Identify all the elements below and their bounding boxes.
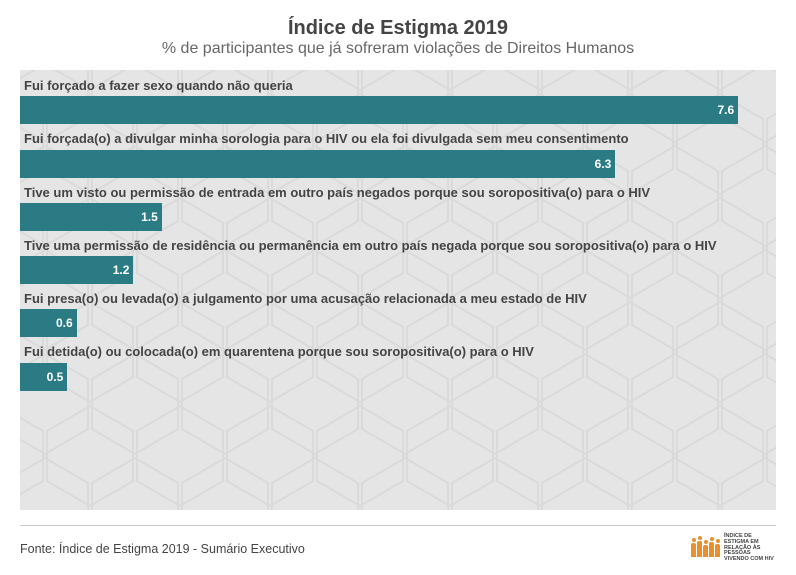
bar-row: Fui forçado a fazer sexo quando não quer… xyxy=(20,74,776,124)
bar-row: Fui detida(o) ou colocada(o) em quarente… xyxy=(20,340,776,390)
chart-container: Índice de Estigma 2019 % de participante… xyxy=(0,0,796,510)
source-text: Fonte: Índice de Estigma 2019 - Sumário … xyxy=(20,542,305,556)
bar-label: Tive um visto ou permissão de entrada em… xyxy=(20,181,776,203)
bar-wrap: 6.3 xyxy=(20,150,776,178)
bar-wrap: 1.2 xyxy=(20,256,776,284)
footer: Fonte: Índice de Estigma 2019 - Sumário … xyxy=(20,525,776,563)
chart-title: Índice de Estigma 2019 xyxy=(20,16,776,40)
logo: Índice de Estigma em Relação às Pessoas … xyxy=(691,534,776,563)
bar-label: Fui presa(o) ou levada(o) a julgamento p… xyxy=(20,287,776,309)
logo-text: Índice de Estigma em Relação às Pessoas … xyxy=(724,534,776,563)
bar-row: Tive um visto ou permissão de entrada em… xyxy=(20,181,776,231)
bar-value: 0.6 xyxy=(56,316,73,330)
bar-row: Fui presa(o) ou levada(o) a julgamento p… xyxy=(20,287,776,337)
bar-value: 0.5 xyxy=(47,370,64,384)
plot-area: Fui forçado a fazer sexo quando não quer… xyxy=(20,70,776,510)
bar xyxy=(20,96,738,124)
logo-people-icon xyxy=(691,541,720,557)
chart-subtitle: % de participantes que já sofreram viola… xyxy=(20,40,776,58)
bar-row: Fui forçada(o) a divulgar minha sorologi… xyxy=(20,127,776,177)
bar-wrap: 0.6 xyxy=(20,309,776,337)
bar-value: 7.6 xyxy=(718,103,735,117)
bar-label: Fui forçada(o) a divulgar minha sorologi… xyxy=(20,127,776,149)
bar xyxy=(20,150,615,178)
bar-label: Fui detida(o) ou colocada(o) em quarente… xyxy=(20,340,776,362)
bar-value: 1.5 xyxy=(141,210,158,224)
bar-value: 1.2 xyxy=(113,263,130,277)
bar-label: Tive uma permissão de residência ou perm… xyxy=(20,234,776,256)
bar-row: Tive uma permissão de residência ou perm… xyxy=(20,234,776,284)
bar-wrap: 7.6 xyxy=(20,96,776,124)
bar-value: 6.3 xyxy=(595,157,612,171)
bars-group: Fui forçado a fazer sexo quando não quer… xyxy=(20,70,776,510)
bar-label: Fui forçado a fazer sexo quando não quer… xyxy=(20,74,776,96)
bar-wrap: 1.5 xyxy=(20,203,776,231)
bar-wrap: 0.5 xyxy=(20,363,776,391)
